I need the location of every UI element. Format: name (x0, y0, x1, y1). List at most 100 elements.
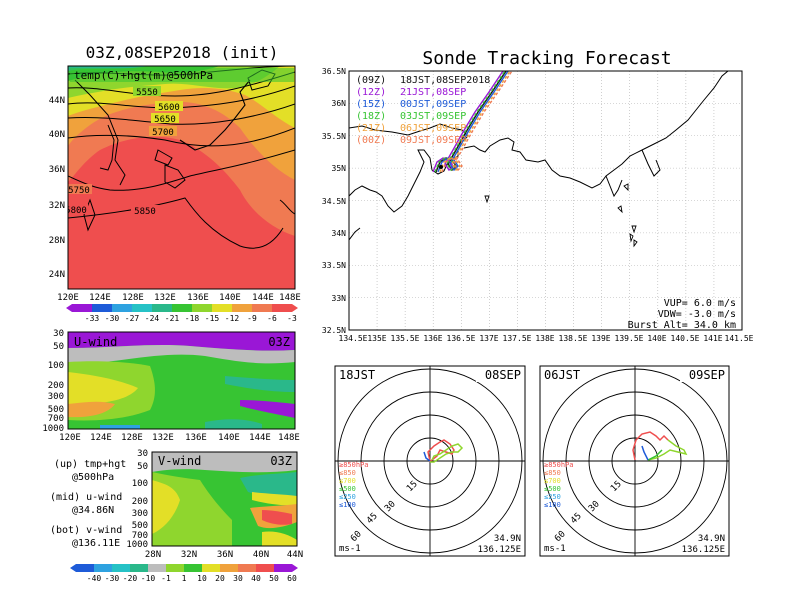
colorbar-label: -9 (247, 314, 257, 323)
note-mid-line1: (mid) u-wind (50, 492, 122, 503)
colorbar-label: -27 (125, 314, 140, 323)
ring-label: 45 (569, 511, 584, 526)
hodograph-date: 08SEP (485, 368, 521, 382)
x-tick: 139E (591, 334, 610, 343)
hodograph-trace (632, 431, 669, 461)
sonde-track-18z (434, 71, 506, 173)
colorbar-label: -15 (205, 314, 220, 323)
y-tick: 100 (132, 479, 148, 489)
launch-time-18z: 03JST,09SEP (400, 111, 466, 122)
note-mid-line2: @34.86N (72, 505, 114, 516)
coastline-islands (484, 183, 638, 248)
colorbar-label: -24 (145, 314, 160, 323)
x-tick: 124E (89, 293, 111, 303)
contour-label-5650: 5650 (154, 115, 176, 125)
x-tick: 128E (121, 433, 143, 443)
launch-time-15z: 00JST,09SEP (400, 99, 466, 110)
contour-label-5850: 5850 (134, 207, 156, 217)
param-vup: VUP= 6.0 m/s (664, 298, 736, 309)
hodograph-lon: 136.125E (478, 545, 521, 555)
level-label: ≤850 (544, 469, 561, 477)
y-tick: 700 (132, 531, 148, 541)
sonde-track-00z (441, 71, 513, 173)
ring-label: 30 (383, 499, 398, 514)
sonde-track-12z (432, 71, 504, 173)
hodograph-level-legend: ≥850hPa ≤850 ≤700 ≤500 ≤250 ≤100 (544, 461, 574, 509)
x-tick: 120E (57, 293, 79, 303)
note-up-line1: (up) tmp+hgt (54, 459, 126, 470)
sonde-track-map: (09Z) 18JST,08SEP2018 (12Z) 21JST,08SEP … (322, 67, 754, 343)
y-tick: 500 (132, 521, 148, 531)
y-tick: 1000 (42, 424, 64, 434)
x-tick: 44N (287, 550, 303, 560)
hodograph-trace (427, 439, 455, 463)
launch-code-09z: (09Z) (356, 75, 386, 86)
level-label: ≤700 (339, 477, 356, 485)
x-tick: 120E (59, 433, 81, 443)
y-tick: 32.5N (322, 326, 346, 335)
v-wind-section: V-wind 03Z 30 50 100 200 300 500 700 100… (126, 449, 303, 560)
y-tick: 40N (49, 130, 65, 140)
y-tick: 50 (137, 462, 148, 472)
wind-colorbar: -40 -30 -20 -10 -1 1 10 20 30 40 50 60 (70, 564, 298, 583)
y-tick: 36N (49, 165, 65, 175)
y-tick: 200 (48, 381, 64, 391)
x-tick: 140.5E (671, 334, 700, 343)
launch-code-18z: (18Z) (356, 111, 386, 122)
v-wind-time: 03Z (270, 454, 292, 468)
param-vdw: VDW= -3.0 m/s (658, 309, 736, 320)
v-wind-label: V-wind (158, 454, 201, 468)
x-tick: 138E (535, 334, 554, 343)
launch-legend: (09Z) 18JST,08SEP2018 (12Z) 21JST,08SEP … (356, 75, 490, 146)
hodograph-lon: 136.125E (682, 545, 725, 555)
note-up-line2: @500hPa (72, 472, 114, 483)
x-tick: 136E (187, 293, 209, 303)
wind-colorbar-label: 30 (233, 574, 243, 583)
hodograph-trace-upper (430, 443, 464, 463)
x-tick: 141E (703, 334, 722, 343)
launch-code-00z: (00Z) (356, 135, 386, 146)
contour-label-5800: 5800 (65, 206, 87, 216)
x-tick: 132E (152, 433, 174, 443)
x-tick: 140E (218, 433, 240, 443)
hodograph-trace-low (423, 451, 431, 462)
panel-notes: (up) tmp+hgt @500hPa (mid) u-wind @34.86… (50, 459, 126, 549)
ring-label: 15 (609, 479, 624, 494)
x-tick: 40N (253, 550, 269, 560)
level-label: ≤500 (544, 485, 561, 493)
launch-time-09z: 18JST,08SEP2018 (400, 75, 490, 86)
track-x-ticks: 134.5E 135E 135.5E 136E 136.5E 137E 137.… (339, 334, 754, 343)
colorbar-label: -21 (165, 314, 180, 323)
x-tick: 144E (249, 433, 271, 443)
x-tick: 32N (181, 550, 197, 560)
param-burst-alt: Burst Alt= 34.0 km (628, 320, 736, 331)
hodograph-time: 06JST (544, 368, 580, 382)
wind-colorbar-label: -40 (87, 574, 102, 583)
x-tick: 136E (423, 334, 442, 343)
y-tick: 36.5N (322, 67, 346, 76)
x-tick: 148E (279, 293, 301, 303)
colorbar-label: -30 (105, 314, 120, 323)
coastline-boso (641, 149, 661, 177)
x-tick: 36N (217, 550, 233, 560)
hodograph-level-legend: ≥850hPa ≤850 ≤700 ≤500 ≤250 ≤100 (339, 461, 369, 509)
launch-time-21z: 06JST,09SEP (400, 123, 466, 134)
level-label: ≤250 (544, 493, 561, 501)
x-tick: 28N (145, 550, 161, 560)
y-tick: 33N (332, 294, 347, 303)
y-tick: 32N (49, 201, 65, 211)
level-label: ≥850hPa (544, 461, 574, 469)
level-label: ≤850 (339, 469, 356, 477)
launch-code-12z: (12Z) (356, 87, 386, 98)
y-tick: 100 (48, 361, 64, 371)
x-tick: 139.5E (615, 334, 644, 343)
top-map-y-ticks: 44N 40N 36N 32N 28N 24N (49, 96, 65, 280)
x-tick: 137E (479, 334, 498, 343)
v-wind-x-ticks: 28N 32N 36N 40N 44N (145, 550, 303, 560)
colorbar-label: -33 (85, 314, 100, 323)
u-wind-y-ticks: 30 50 100 200 300 500 700 1000 (42, 329, 64, 434)
colorbar-label: -3 (287, 314, 297, 323)
u-wind-section: U-wind 03Z 30 50 100 200 300 500 700 100… (42, 329, 300, 443)
u-wind-time: 03Z (268, 335, 290, 349)
